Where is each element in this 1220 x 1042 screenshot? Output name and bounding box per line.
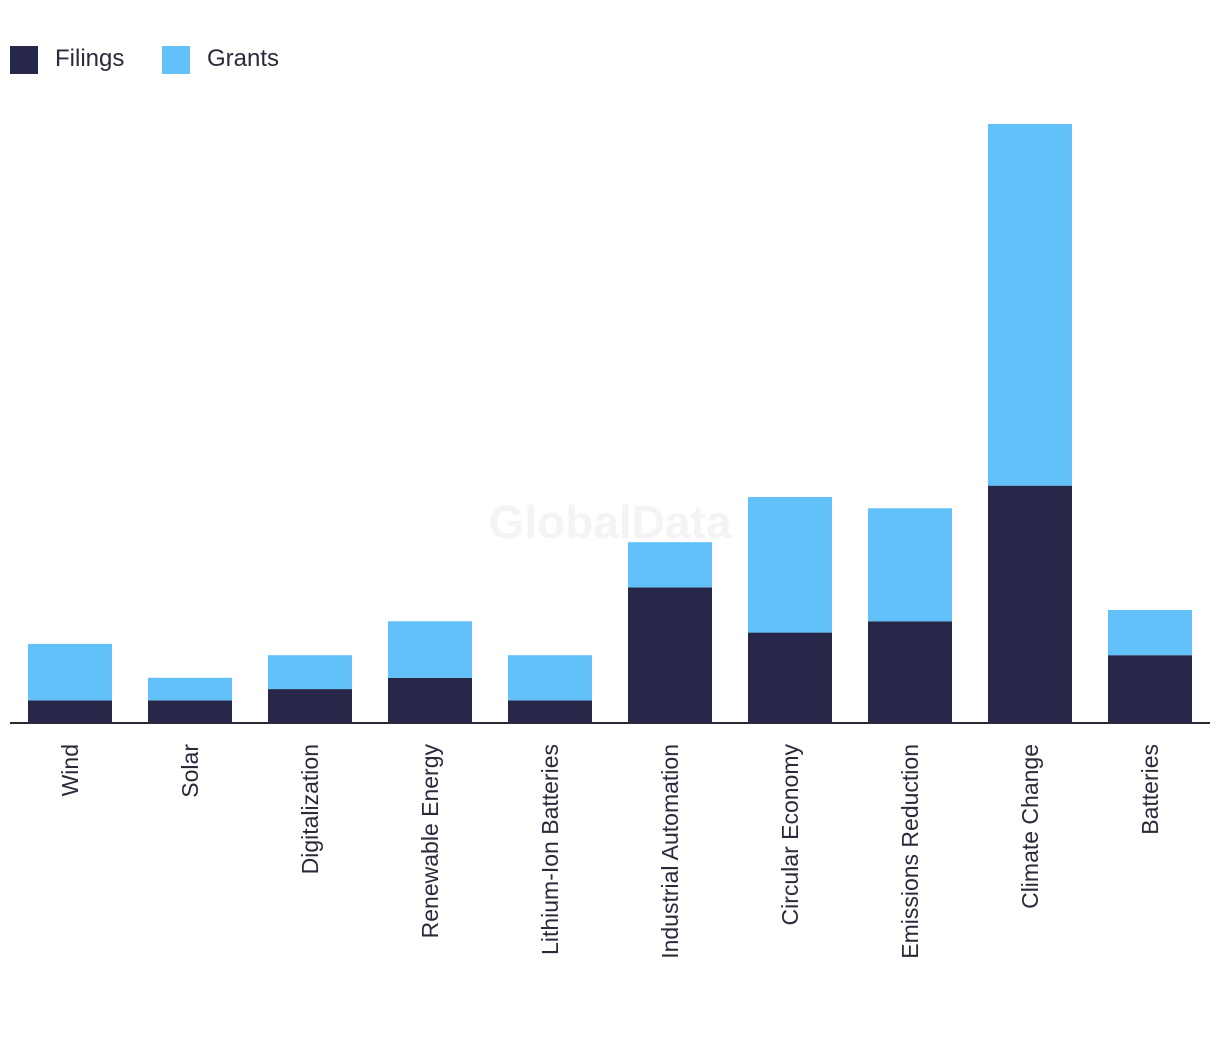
legend-swatch-grants (162, 46, 190, 74)
bar-grants-climate-change (988, 124, 1072, 486)
x-axis-tick-labels: Wind Solar Digitalization Renewable Energy L… (57, 744, 1163, 959)
x-tick-label-emissions-reduction: Emissions Reduction (897, 744, 923, 959)
legend-label-grants: Grants (207, 45, 279, 72)
bar-grants-lithium-ion-batteries (508, 655, 592, 701)
bar-filings-lithium-ion-batteries (508, 700, 592, 723)
legend: Filings Grants (10, 45, 279, 74)
bar-filings-batteries (1108, 655, 1192, 723)
bar-filings-industrial-automation (628, 587, 712, 723)
bar-grants-batteries (1108, 609, 1192, 656)
bar-grants-wind (28, 643, 112, 701)
bar-filings-circular-economy (748, 632, 832, 723)
x-tick-label-solar: Solar (177, 744, 203, 798)
bar-filings-solar (148, 700, 232, 723)
x-tick-label-lithium-ion-batteries: Lithium-Ion Batteries (537, 744, 563, 955)
x-tick-label-digitalization: Digitalization (297, 744, 323, 874)
bars (28, 124, 1192, 723)
x-tick-label-industrial-automation: Industrial Automation (657, 744, 683, 959)
x-tick-label-circular-economy: Circular Economy (777, 744, 803, 926)
bar-filings-climate-change (988, 485, 1072, 723)
bar-grants-circular-economy (748, 496, 832, 633)
x-tick-label-climate-change: Climate Change (1017, 744, 1043, 909)
bar-grants-solar (148, 677, 232, 701)
bar-grants-emissions-reduction (868, 508, 952, 622)
x-tick-label-batteries: Batteries (1137, 744, 1163, 835)
bar-grants-industrial-automation (628, 542, 712, 588)
legend-swatch-filings (10, 46, 38, 74)
bar-grants-renewable-energy (388, 621, 472, 678)
bar-filings-wind (28, 700, 112, 723)
x-tick-label-renewable-energy: Renewable Energy (417, 744, 443, 939)
watermark-text: GlobalData (489, 496, 732, 548)
bar-filings-emissions-reduction (868, 621, 952, 723)
bar-filings-digitalization (268, 689, 352, 723)
legend-label-filings: Filings (55, 45, 124, 72)
bar-grants-digitalization (268, 655, 352, 690)
bar-filings-renewable-energy (388, 677, 472, 723)
x-tick-label-wind: Wind (57, 744, 83, 796)
